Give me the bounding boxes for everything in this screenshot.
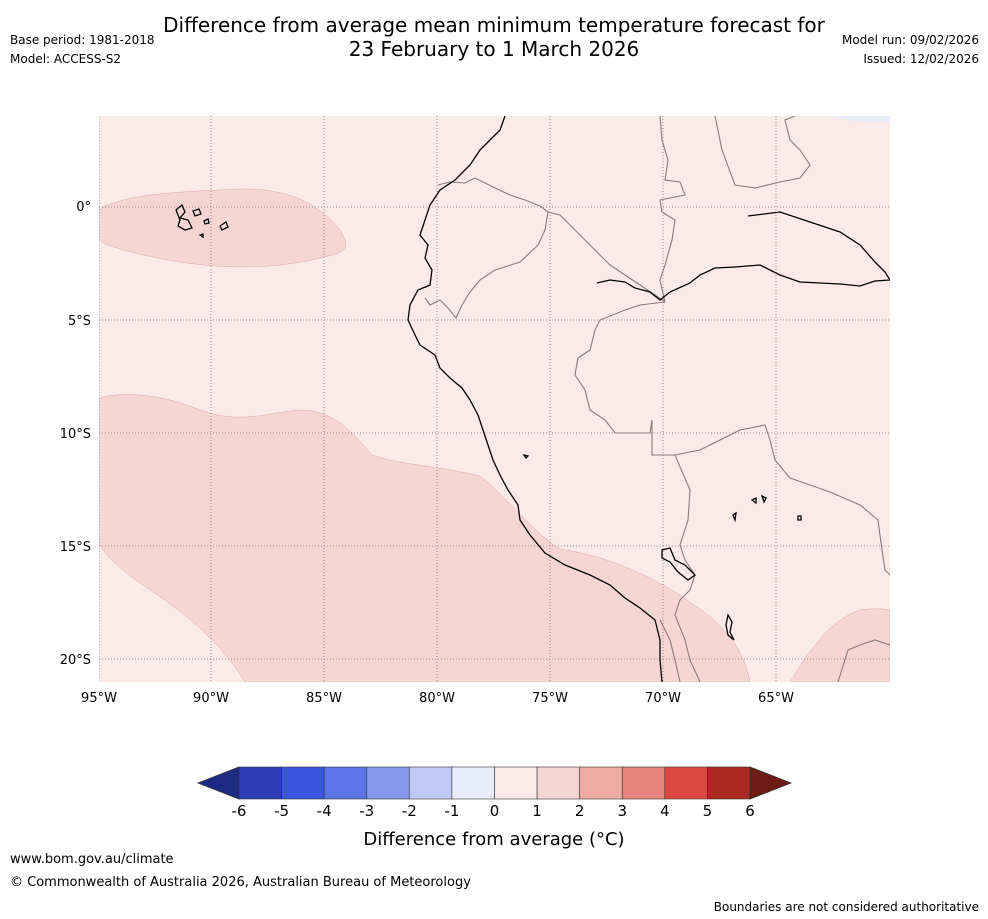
base-period: Base period: 1981-2018	[10, 33, 155, 47]
coastline-galapagos-small-2	[198, 233, 204, 239]
colorbar-segment	[281, 766, 325, 800]
colorbar-arrow-high	[749, 766, 793, 800]
border-peru-bolivia	[651, 420, 701, 682]
graticule	[99, 116, 890, 682]
colorbar-segment	[494, 766, 538, 800]
border-peru-brazil	[574, 301, 666, 434]
footer-disclaimer: Boundaries are not considered authoritat…	[713, 900, 979, 914]
colorbar-tick-label: 2	[575, 802, 585, 820]
lon-label: 65°W	[758, 691, 794, 706]
anomaly-band-1-2-galapagos	[99, 188, 346, 268]
colorbar-tick-label: -4	[317, 802, 332, 820]
lat-label: 20°S	[60, 653, 91, 668]
border-bolivia-chile	[659, 619, 681, 682]
anomaly-band-0-neg1	[830, 116, 890, 123]
coastline-inland-lake-5	[522, 453, 530, 460]
lon-label: 95°W	[81, 691, 117, 706]
coastline-galapagos-santa-cruz	[192, 208, 202, 217]
border-bolivia-argentina	[837, 639, 890, 682]
colorbar-segment	[451, 766, 495, 800]
lon-label: 90°W	[193, 691, 229, 706]
colorbar-tick-label: 0	[490, 802, 500, 820]
footer-url: www.bom.gov.au/climate	[10, 852, 174, 867]
anomaly-band-1-2-altiplano	[789, 608, 890, 682]
border-brazil-bolivia	[674, 424, 890, 576]
colorbar-tick-label: 4	[660, 802, 670, 820]
coastline-pacific-south-america	[407, 116, 663, 682]
lat-label: 5°S	[68, 314, 91, 329]
colorbar-tick-label: -6	[232, 802, 247, 820]
model-name: Model: ACCESS-S2	[10, 52, 122, 66]
colorbar-segment	[707, 766, 751, 800]
coastlines	[175, 116, 890, 682]
lon-label: 80°W	[419, 691, 455, 706]
coastline-inland-lake-3	[732, 511, 737, 523]
lon-label: 75°W	[532, 691, 568, 706]
colorbar-tick-label: 3	[617, 802, 627, 820]
anomaly-band-1-2-south-pacific	[99, 394, 751, 682]
country-borders	[424, 116, 890, 682]
lon-label: 70°W	[645, 691, 681, 706]
footer-copyright: © Commonwealth of Australia 2026, Austra…	[10, 875, 471, 890]
coastline-lake-titicaca	[661, 547, 697, 581]
lon-label: 85°W	[306, 691, 342, 706]
colorbar-segment	[664, 766, 708, 800]
colorbar-legend: -6 -5 -4 -3 -2 -1 0 1 2 3 4 5 6 Difference from aver…	[196, 766, 793, 850]
coastline-galapagos-isabela	[175, 203, 193, 231]
colorbar-segment	[323, 766, 368, 800]
coastline-galapagos-san-cristobal	[219, 221, 229, 231]
colorbar-segment	[409, 766, 453, 800]
model-run: Model run: 09/02/2026	[841, 33, 979, 47]
issued-date: Issued: 12/02/2026	[863, 52, 979, 66]
colorbar-tick-label: -2	[402, 802, 417, 820]
lat-label: 0°	[76, 200, 91, 215]
coastline-inland-lake-2	[760, 494, 767, 504]
coastline-galapagos-small-1	[203, 218, 210, 225]
colorbar-tick-label: -5	[274, 802, 289, 820]
colorbar-tick-label: 6	[745, 802, 755, 820]
colorbar-tick-label: 1	[532, 802, 542, 820]
coastline-inland-lake-4	[797, 515, 802, 521]
title-line-2: 23 February to 1 March 2026	[348, 37, 640, 61]
colorbar-tick-label: -1	[444, 802, 459, 820]
colorbar-tick-label: -3	[359, 802, 374, 820]
colorbar-arrow-low	[196, 766, 240, 800]
colorbar-tick-label: 5	[703, 802, 713, 820]
lat-label: 10°S	[60, 427, 91, 442]
colorbar-segment	[621, 766, 666, 800]
border-ecuador-peru	[424, 211, 549, 320]
colorbar-segment	[238, 766, 282, 800]
border-colombia-ecuador-peru	[437, 177, 666, 303]
map-panel	[99, 116, 890, 682]
coastline-amazon-river	[596, 264, 890, 301]
coastline-lake-poopo	[725, 613, 735, 641]
colorbar-label: Difference from average (°C)	[363, 829, 624, 850]
colorbar-segment	[366, 766, 410, 800]
coastline-negro-river	[747, 211, 890, 281]
border-venezuela-brazil	[714, 116, 811, 189]
title-line-1: Difference from average mean minimum tem…	[163, 13, 825, 37]
coastline-inland-lake-1	[750, 496, 757, 505]
colorbar-segment	[579, 766, 623, 800]
border-colombia-venezuela	[659, 116, 686, 303]
lat-label: 15°S	[60, 540, 91, 555]
colorbar-segment	[536, 766, 580, 800]
